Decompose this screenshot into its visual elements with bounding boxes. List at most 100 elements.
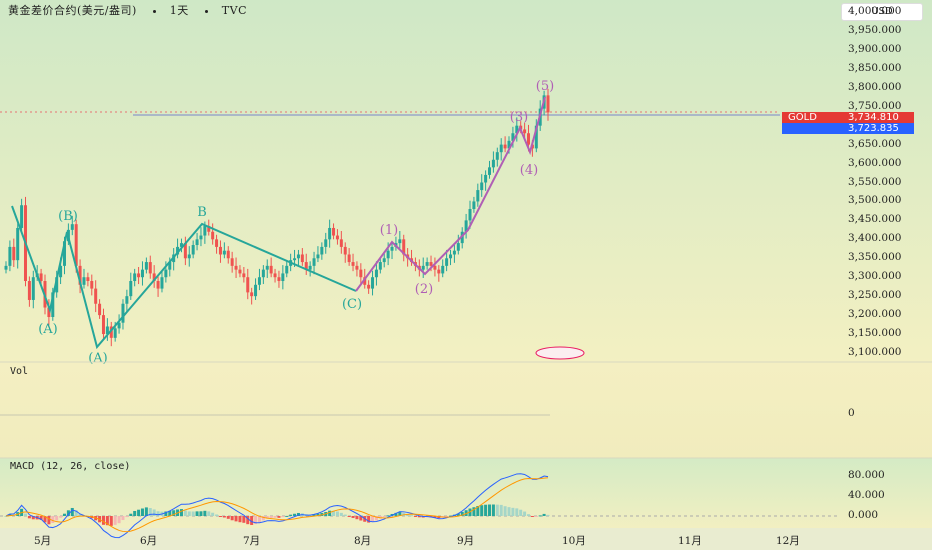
macd-histogram-bar xyxy=(70,507,74,516)
macd-histogram-bar xyxy=(156,511,160,516)
macd-histogram-bar xyxy=(495,504,499,516)
candle-body xyxy=(70,224,74,230)
wave-label-abc: B xyxy=(197,205,207,220)
candle-body xyxy=(137,273,141,278)
macd-histogram-bar xyxy=(121,516,125,521)
macd-title[interactable]: MACD (12, 26, close) xyxy=(10,461,131,472)
currency-button[interactable]: USD xyxy=(841,3,923,21)
macd-histogram-bar xyxy=(371,516,375,522)
macd-histogram-bar xyxy=(238,516,242,523)
macd-histogram-bar xyxy=(27,516,31,519)
macd-histogram-bar xyxy=(23,513,27,516)
candle-body xyxy=(168,262,172,270)
candle-body xyxy=(242,273,246,278)
price-axis-label: 3,550.000 xyxy=(848,175,902,188)
macd-histogram-bar xyxy=(265,516,269,519)
candle-body xyxy=(378,262,382,270)
macd-histogram-bar xyxy=(183,510,187,516)
macd-histogram-bar xyxy=(519,509,523,516)
candle-body xyxy=(226,250,230,259)
macd-histogram-bar xyxy=(472,507,476,516)
candle-body xyxy=(534,125,538,149)
macd-histogram-bar xyxy=(413,516,417,517)
candle-body xyxy=(179,243,183,247)
macd-histogram-bar xyxy=(179,509,183,516)
candle-body xyxy=(449,254,453,259)
candle-body xyxy=(308,265,312,270)
macd-histogram-bar xyxy=(222,516,226,518)
candle-body xyxy=(113,328,117,338)
macd-histogram-bar xyxy=(144,507,148,516)
last-price-tag: GOLD 3,734.810 xyxy=(782,112,914,123)
candle-body xyxy=(456,243,460,251)
macd-histogram-bar xyxy=(277,516,281,518)
candle-body xyxy=(265,265,269,270)
time-axis-background xyxy=(0,528,932,550)
price-line-value: 3,723.835 xyxy=(848,123,899,134)
candle-body xyxy=(183,243,187,259)
candle-body xyxy=(472,201,476,210)
candle-body xyxy=(8,246,12,266)
macd-histogram-bar xyxy=(250,516,254,525)
candle-body xyxy=(215,239,219,247)
candle-body xyxy=(316,254,320,259)
macd-histogram-bar xyxy=(4,516,8,517)
macd-histogram-bar xyxy=(168,510,172,516)
candle-body xyxy=(199,235,203,240)
macd-histogram-bar xyxy=(152,509,156,516)
candle-body xyxy=(452,250,456,255)
symbol-label: GOLD xyxy=(788,112,817,123)
macd-histogram-bar xyxy=(203,510,207,516)
candle-body xyxy=(441,265,445,274)
macd-histogram-bar xyxy=(530,516,534,517)
macd-histogram-bar xyxy=(359,516,363,521)
candle-body xyxy=(133,273,137,282)
macd-histogram-bar xyxy=(410,515,414,517)
separator-dot xyxy=(204,9,208,13)
candle-body xyxy=(187,254,191,259)
candle-body xyxy=(105,326,109,335)
macd-histogram-bar xyxy=(433,516,437,518)
macd-histogram-bar xyxy=(394,512,398,516)
macd-histogram-bar xyxy=(343,514,347,516)
time-axis-label: 6月 xyxy=(140,535,158,547)
macd-histogram-bar xyxy=(273,516,277,518)
wave-label-abc: (A) xyxy=(88,351,108,366)
price-axis-label: 3,500.000 xyxy=(848,194,902,207)
macd-histogram-bar xyxy=(218,516,222,517)
candle-body xyxy=(94,288,98,304)
macd-histogram-bar xyxy=(488,504,492,516)
source-label: TVC xyxy=(221,4,247,17)
interval-label[interactable]: 1天 xyxy=(169,4,189,17)
candle-body xyxy=(351,262,355,266)
candle-body xyxy=(367,284,371,289)
macd-histogram-bar xyxy=(296,512,300,516)
candle-body xyxy=(121,303,125,323)
macd-histogram-bar xyxy=(285,515,289,517)
candle-body xyxy=(503,144,507,149)
macd-axis-label: 80.000 xyxy=(848,469,885,481)
macd-histogram-bar xyxy=(382,516,386,518)
last-price-value: 3,734.810 xyxy=(848,112,899,123)
macd-histogram-bar xyxy=(78,513,82,516)
candle-body xyxy=(484,174,488,183)
candle-body xyxy=(148,262,152,274)
price-axis-label: 3,950.000 xyxy=(848,23,902,36)
candle-body xyxy=(359,269,363,278)
volume-title[interactable]: Vol xyxy=(10,366,29,377)
candle-body xyxy=(238,269,242,274)
macd-histogram-bar xyxy=(254,516,258,525)
macd-histogram-bar xyxy=(534,516,538,517)
candle-body xyxy=(261,269,265,278)
macd-histogram-bar xyxy=(269,516,273,519)
price-axis-label: 3,800.000 xyxy=(848,80,902,93)
price-axis-label: 3,200.000 xyxy=(848,308,902,321)
volume-panel-background xyxy=(0,362,932,458)
candle-body xyxy=(398,239,402,244)
candle-body xyxy=(343,246,347,255)
macd-histogram-bar xyxy=(246,516,250,525)
candle-body xyxy=(495,152,499,160)
macd-histogram-bar xyxy=(437,516,441,519)
candle-body xyxy=(257,277,261,285)
